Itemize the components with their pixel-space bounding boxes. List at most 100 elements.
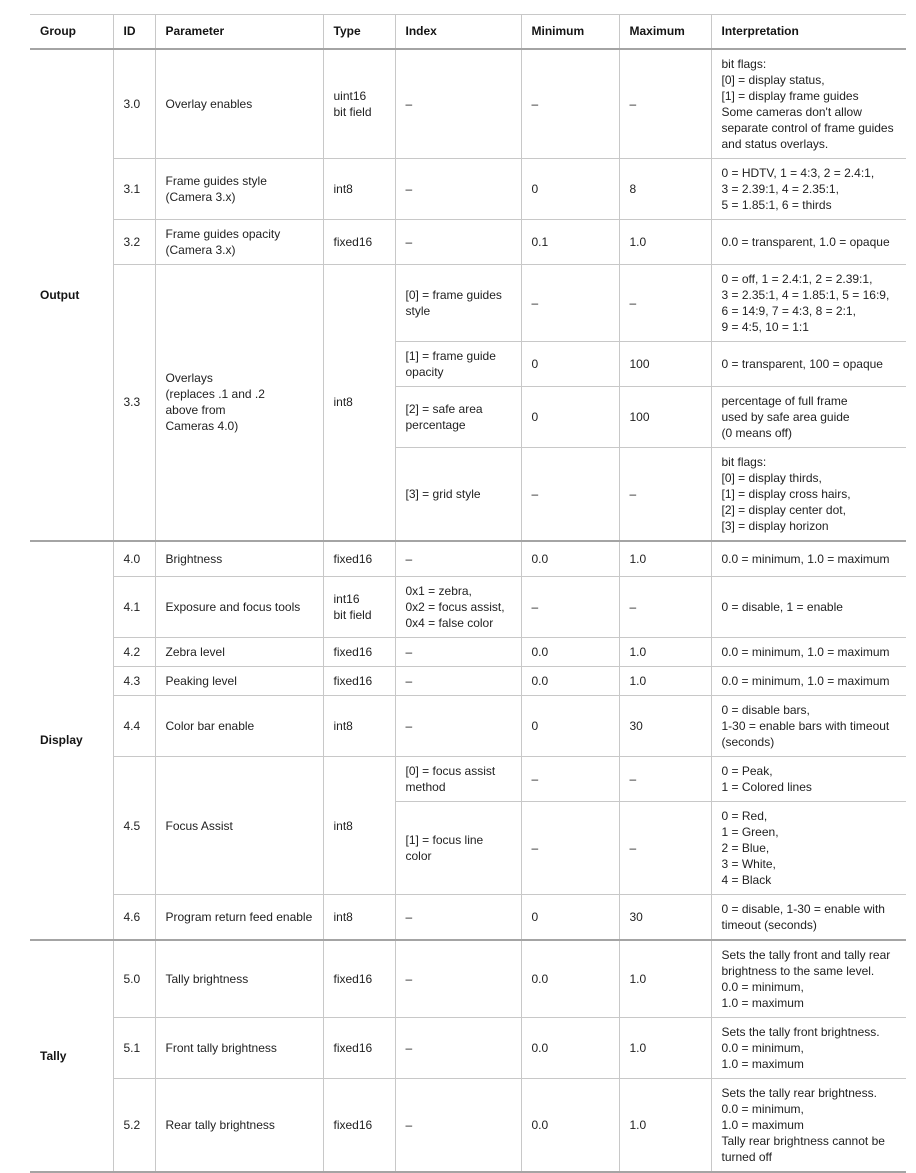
cell-id: 4.3 — [113, 666, 156, 696]
cell-index: – — [395, 939, 522, 1018]
group-display: Display 4.0 Brightness fixed16 – 0.0 1.0… — [30, 539, 906, 941]
cell-minimum: 0.0 — [521, 1078, 620, 1173]
cell-maximum: 1.0 — [619, 539, 712, 577]
cell-parameter: Peaking level — [155, 666, 324, 696]
table-row: 4.2 Zebra level fixed16 – 0.0 1.0 0.0 = … — [30, 637, 906, 667]
table-row: 3.1 Frame guides style (Camera 3.x) int8… — [30, 158, 906, 220]
table-subrow: [1] = frame guide opacity 0 100 0 = tran… — [30, 341, 906, 387]
cell-maximum: 1.0 — [619, 1017, 712, 1079]
cell-interpretation: 0.0 = minimum, 1.0 = maximum — [711, 539, 906, 577]
cell-interpretation: 0 = Red, 1 = Green, 2 = Blue, 3 = White,… — [711, 801, 906, 895]
table-header-row: Group ID Parameter Type Index Minimum Ma… — [30, 14, 906, 50]
cell-interpretation: 0 = disable, 1 = enable — [711, 576, 906, 638]
cell-interpretation: 0.0 = minimum, 1.0 = maximum — [711, 666, 906, 696]
cell-interpretation: 0.0 = transparent, 1.0 = opaque — [711, 219, 906, 265]
cell-minimum: – — [521, 576, 620, 638]
cell-type: fixed16 — [323, 1078, 396, 1173]
cell-id: 3.2 — [113, 219, 156, 265]
cell-maximum: – — [619, 756, 712, 802]
cell-interpretation: percentage of full frame used by safe ar… — [711, 386, 906, 448]
table-subrow: [1] = focus line color – – 0 = Red, 1 = … — [30, 801, 906, 895]
table-row: 4.1 Exposure and focus tools int16 bit f… — [30, 576, 906, 638]
group-tally: Tally 5.0 Tally brightness fixed16 – 0.0… — [30, 939, 906, 1173]
group-label: Output — [30, 47, 114, 541]
cell-index: – — [395, 695, 522, 757]
cell-type: fixed16 — [323, 1017, 396, 1079]
cell-type: fixed16 — [323, 939, 396, 1018]
cell-interpretation: Sets the tally rear brightness. 0.0 = mi… — [711, 1078, 906, 1173]
cell-index: – — [395, 47, 522, 159]
cell-type: int16 bit field — [323, 576, 396, 638]
cell-parameter: Brightness — [155, 539, 324, 577]
cell-index: – — [395, 1078, 522, 1173]
cell-maximum: – — [619, 47, 712, 159]
cell-interpretation: 0 = disable, 1-30 = enable with timeout … — [711, 894, 906, 941]
cell-interpretation: 0 = Peak, 1 = Colored lines — [711, 756, 906, 802]
camera-control-parameters-table: Group ID Parameter Type Index Minimum Ma… — [30, 14, 906, 1173]
cell-minimum: 0.0 — [521, 666, 620, 696]
table-row: 3.2 Frame guides opacity (Camera 3.x) fi… — [30, 219, 906, 265]
cell-index: [1] = frame guide opacity — [395, 341, 522, 387]
cell-type: int8 — [323, 756, 396, 895]
col-header-minimum: Minimum — [521, 14, 620, 50]
cell-interpretation: 0 = off, 1 = 2.4:1, 2 = 2.39:1, 3 = 2.35… — [711, 264, 906, 342]
cell-parameter: Zebra level — [155, 637, 324, 667]
table-row: Display 4.0 Brightness fixed16 – 0.0 1.0… — [30, 539, 906, 941]
cell-minimum: 0 — [521, 695, 620, 757]
cell-index: [0] = focus assist method — [395, 756, 522, 802]
cell-id: 5.1 — [113, 1017, 156, 1079]
col-header-interpretation: Interpretation — [711, 14, 906, 50]
table-row: 5.2 Rear tally brightness fixed16 – 0.0 … — [30, 1078, 906, 1173]
cell-id: 3.3 — [113, 264, 156, 541]
cell-id: 4.2 — [113, 637, 156, 667]
cell-minimum: 0 — [521, 341, 620, 387]
cell-maximum: 1.0 — [619, 939, 712, 1018]
cell-type: int8 — [323, 158, 396, 220]
cell-minimum: – — [521, 801, 620, 895]
table-row: 5.1 Front tally brightness fixed16 – 0.0… — [30, 1017, 906, 1079]
cell-minimum: 0.0 — [521, 939, 620, 1018]
cell-id: 4.0 — [113, 539, 156, 577]
cell-maximum: 8 — [619, 158, 712, 220]
col-header-id: ID — [113, 14, 156, 50]
cell-minimum: – — [521, 756, 620, 802]
cell-maximum: 100 — [619, 341, 712, 387]
col-header-index: Index — [395, 14, 522, 50]
cell-maximum: 1.0 — [619, 666, 712, 696]
cell-index: [0] = frame guides style — [395, 264, 522, 342]
cell-type: int8 — [323, 894, 396, 941]
cell-parameter: Color bar enable — [155, 695, 324, 757]
cell-type: int8 — [323, 264, 396, 541]
cell-minimum: – — [521, 447, 620, 541]
cell-parameter: Overlays (replaces .1 and .2 above from … — [155, 264, 324, 541]
cell-id: 4.4 — [113, 695, 156, 757]
cell-id: 4.5 — [113, 756, 156, 895]
cell-maximum: 1.0 — [619, 637, 712, 667]
cell-id: 5.2 — [113, 1078, 156, 1173]
cell-interpretation: bit flags: [0] = display thirds, [1] = d… — [711, 447, 906, 541]
cell-id: 4.6 — [113, 894, 156, 941]
table-row: Output 3.0 Overlay enables uint16 bit fi… — [30, 47, 906, 541]
cell-minimum: 0.1 — [521, 219, 620, 265]
cell-type: fixed16 — [323, 666, 396, 696]
cell-index: – — [395, 158, 522, 220]
cell-maximum: 30 — [619, 894, 712, 941]
cell-id: 3.1 — [113, 158, 156, 220]
cell-parameter: Rear tally brightness — [155, 1078, 324, 1173]
cell-type: fixed16 — [323, 219, 396, 265]
cell-maximum: – — [619, 447, 712, 541]
cell-parameter: Front tally brightness — [155, 1017, 324, 1079]
cell-minimum: 0 — [521, 158, 620, 220]
table-subrow: [2] = safe area percentage 0 100 percent… — [30, 386, 906, 448]
cell-minimum: 0 — [521, 386, 620, 448]
cell-minimum: 0.0 — [521, 637, 620, 667]
cell-index: 0x1 = zebra, 0x2 = focus assist, 0x4 = f… — [395, 576, 522, 638]
col-header-parameter: Parameter — [155, 14, 324, 50]
table-row: Tally 5.0 Tally brightness fixed16 – 0.0… — [30, 939, 906, 1173]
cell-parameter: Tally brightness — [155, 939, 324, 1018]
cell-maximum: – — [619, 801, 712, 895]
cell-interpretation: Sets the tally front and tally rear brig… — [711, 939, 906, 1018]
cell-type: fixed16 — [323, 539, 396, 577]
cell-minimum: 0 — [521, 894, 620, 941]
cell-index: [3] = grid style — [395, 447, 522, 541]
